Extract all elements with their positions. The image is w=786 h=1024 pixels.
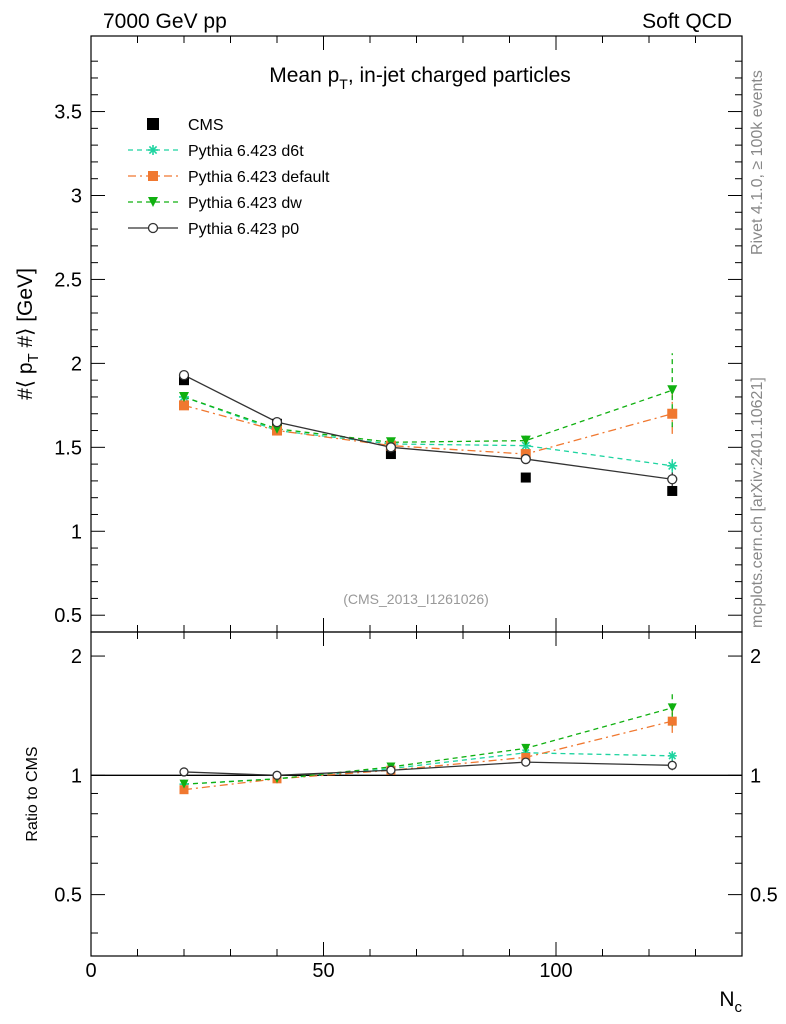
main-ytick-label-4: 2.5 <box>54 269 82 291</box>
main-ytick-label-1: 1 <box>71 521 82 543</box>
main-ytick-label-3: 2 <box>71 353 82 375</box>
main-line-pythia-6-423-d6t <box>183 396 673 467</box>
main-point-pythia-6-423-dw-3 <box>520 435 531 446</box>
main-point-pythia-6-423-p0-2 <box>385 442 397 453</box>
ratio-point-pythia-6-423-p0-0 <box>179 767 189 777</box>
main-point-pythia-6-423-dw-4 <box>667 385 678 396</box>
ratio-point-pythia-6-423-p0-1 <box>272 770 282 780</box>
main-line-pythia-6-423-p0 <box>183 374 673 480</box>
xlabel-main: N <box>719 988 734 1011</box>
ratio-error-bars <box>525 691 673 771</box>
ratio-point-pythia-6-423-dw-0 <box>179 779 189 789</box>
title-part-1: Mean p <box>269 64 339 87</box>
main-point-pythia-6-423-d6t-4 <box>667 460 678 471</box>
main-axis-ticks <box>90 36 743 632</box>
legend-label-pythia-6-423-dw: Pythia 6.423 dw <box>188 195 302 212</box>
process-label: Soft QCD <box>642 10 732 33</box>
ratio-ytick-label-left-1: 1 <box>71 765 82 787</box>
x-tick-labels: 0 50 100 <box>85 960 572 982</box>
main-y-axis-label: #⟨ pT #⟩ [GeV] <box>14 268 42 400</box>
ratio-ytick-label-right-2: 2 <box>750 646 761 668</box>
ratio-series-lines <box>183 707 673 791</box>
ratio-point-pythia-6-423-default-4 <box>667 716 677 726</box>
ratio-y-tick-labels: 0.5 0.5 1 1 2 2 <box>54 646 778 907</box>
energy-label: 7000 GeV pp <box>103 10 227 33</box>
main-point-pythia-6-423-p0-0 <box>178 369 190 381</box>
legend-marker-pythia-6-423-p0 <box>147 222 159 234</box>
ratio-axis-ticks <box>90 632 743 956</box>
legend-marker-cms <box>147 118 159 130</box>
legend-label-pythia-6-423-d6t: Pythia 6.423 d6t <box>188 143 304 160</box>
main-point-pythia-6-423-default-4 <box>667 408 678 419</box>
main-markers <box>178 369 678 496</box>
legend-marker-pythia-6-423-d6t <box>148 145 158 155</box>
ratio-panel: 0.5 0.5 1 1 2 2 Ratio to CMS <box>24 631 778 957</box>
main-panel: 0.511.522.533.5 Mean pT, in-jet charged … <box>14 35 743 633</box>
ratio-y-axis-label: Ratio to CMS <box>24 746 41 841</box>
main-point-pythia-6-423-p0-3 <box>520 453 531 465</box>
main-y-tick-labels: 0.5 1 1.5 2 2.5 3 3.5 <box>54 102 82 628</box>
main-ytick-label-0: 0.5 <box>54 605 82 627</box>
legend-marker-pythia-6-423-default <box>148 171 158 181</box>
main-point-cms-2 <box>385 449 396 460</box>
main-ytick-label-2: 1.5 <box>54 437 82 459</box>
ratio-markers <box>179 703 677 795</box>
main-ytick-label-6: 3.5 <box>54 102 82 124</box>
ratio-point-pythia-6-423-p0-4 <box>667 760 677 770</box>
main-point-pythia-6-423-default-0 <box>179 400 189 411</box>
x-tick-label-1: 50 <box>312 960 334 982</box>
ratio-ytick-label-right-1: 1 <box>750 765 761 787</box>
legend-label-pythia-6-423-p0: Pythia 6.423 p0 <box>188 221 299 238</box>
main-ytick-label-5: 3 <box>71 185 82 207</box>
main-series-lines <box>183 374 673 480</box>
title-subscript: T <box>339 76 348 92</box>
legend-label-pythia-6-423-default: Pythia 6.423 default <box>188 169 330 186</box>
main-point-pythia-6-423-p0-1 <box>271 416 283 428</box>
ratio-point-pythia-6-423-p0-2 <box>386 765 396 775</box>
ratio-point-pythia-6-423-default-0 <box>179 785 189 795</box>
legend-marker-pythia-6-423-dw <box>148 197 158 207</box>
main-point-cms-3 <box>520 472 531 483</box>
ratio-frame <box>90 631 743 957</box>
ratio-ytick-label-left-2: 2 <box>71 646 82 668</box>
ratio-point-pythia-6-423-d6t-4 <box>667 751 677 761</box>
chart-title: Mean pT, in-jet charged particles <box>269 64 571 92</box>
title-part-2: , in-jet charged particles <box>348 64 571 87</box>
ylabel-subscript: T <box>25 353 42 362</box>
ratio-point-pythia-6-423-dw-4 <box>667 703 677 713</box>
ylabel-part-2: #⟩ [GeV] <box>14 268 37 353</box>
x-tick-label-2: 100 <box>539 960 572 982</box>
ratio-line-pythia-6-423-dw <box>183 707 673 785</box>
x-axis-label: Nc <box>719 988 742 1016</box>
mcplots-label: mcplots.cern.ch [arXiv:2401.10621] <box>749 377 766 628</box>
xlabel-subscript: c <box>735 999 743 1016</box>
ratio-point-pythia-6-423-dw-3 <box>521 743 531 753</box>
source-label: (CMS_2013_I1261026) <box>343 591 489 607</box>
legend-label-cms: CMS <box>188 117 224 134</box>
main-line-pythia-6-423-dw <box>183 389 673 443</box>
rivet-label: Rivet 4.1.0, ≥ 100k events <box>749 70 766 255</box>
ratio-point-pythia-6-423-default-3 <box>521 752 531 762</box>
ratio-point-pythia-6-423-p0-3 <box>521 757 531 767</box>
main-point-pythia-6-423-p0-4 <box>667 474 678 485</box>
main-point-pythia-6-423-dw-0 <box>179 391 189 402</box>
legend: CMS Pythia 6.423 d6t Pythia 6.423 default P… <box>128 117 330 238</box>
ratio-ytick-label-right-0: 0.5 <box>750 885 778 907</box>
x-tick-label-0: 0 <box>85 960 96 982</box>
ylabel-part-1: #⟨ p <box>14 363 37 400</box>
ratio-ytick-label-left-0: 0.5 <box>54 885 82 907</box>
main-point-cms-4 <box>667 485 678 496</box>
